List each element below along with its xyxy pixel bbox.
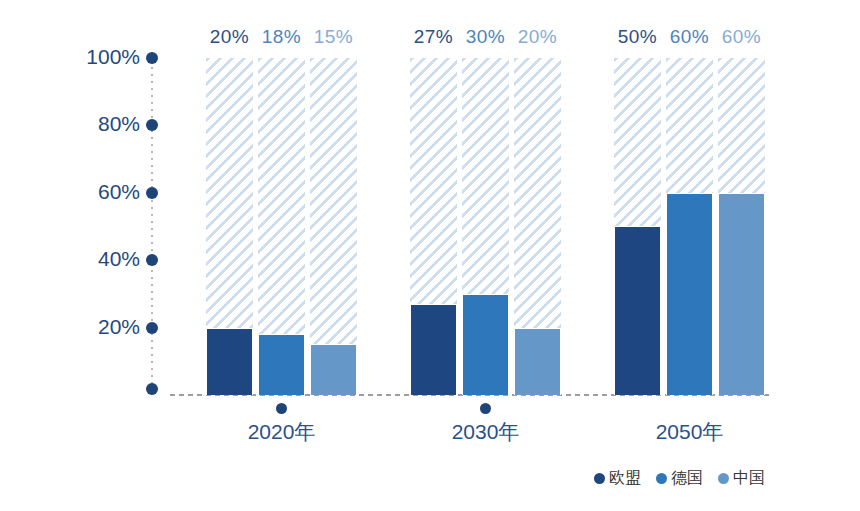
y-tick-dot: [146, 119, 158, 131]
legend-item: 德国: [656, 468, 703, 489]
y-tick-dot: [146, 187, 158, 199]
bar-g1-s2: [514, 328, 561, 395]
bar-value-label: 60%: [708, 26, 775, 48]
legend-item: 欧盟: [594, 468, 641, 489]
legend-dot-icon: [656, 473, 667, 484]
category-marker-dot: [276, 403, 287, 414]
bar-g0-s1: [258, 334, 305, 395]
bar-g2-s1: [666, 193, 713, 395]
legend-item: 中国: [718, 468, 765, 489]
legend-item-label: 中国: [733, 468, 765, 489]
y-tick-label: 80%: [40, 112, 140, 136]
bar-g0-s0: [206, 328, 253, 395]
legend: 欧盟 德国 中国: [594, 468, 765, 489]
bar-g2-s2: [718, 193, 765, 395]
y-tick-label: 60%: [40, 180, 140, 204]
y-tick-label: 100%: [40, 45, 140, 69]
category-label: 2030年: [410, 418, 561, 446]
y-tick-label: 40%: [40, 247, 140, 271]
bar-chart-canvas: 欧盟德国中国 100%80%60%40%20%20%18%15%2020年27%…: [0, 0, 860, 511]
bar-g1-s0: [410, 304, 457, 395]
bar-value-label: 20%: [504, 26, 571, 48]
bar-value-label: 15%: [300, 26, 367, 48]
legend-dot-icon: [594, 473, 605, 484]
y-axis-line: [151, 60, 153, 390]
y-tick-dot: [146, 383, 158, 395]
legend-item-label: 欧盟: [609, 468, 641, 489]
bar-g2-s0: [614, 226, 661, 395]
category-label: 2020年: [206, 418, 357, 446]
y-tick-label: 20%: [40, 315, 140, 339]
y-tick-dot: [146, 254, 158, 266]
category-label: 2050年: [614, 418, 765, 446]
bar-g1-s1: [462, 294, 509, 395]
y-tick-dot: [146, 52, 158, 64]
y-tick-dot: [146, 322, 158, 334]
bar-g0-s2: [310, 344, 357, 395]
legend-item-label: 德国: [671, 468, 703, 489]
category-marker-dot: [480, 403, 491, 414]
legend-dot-icon: [718, 473, 729, 484]
